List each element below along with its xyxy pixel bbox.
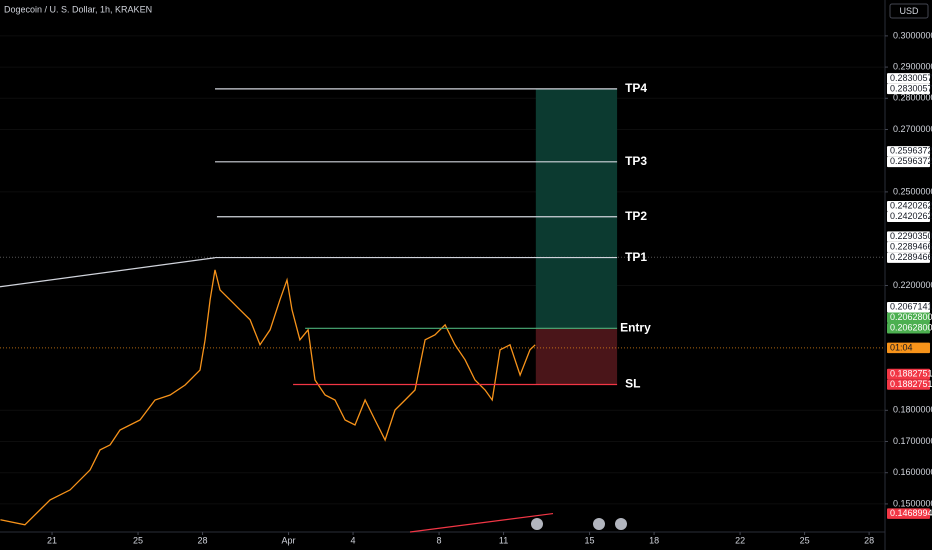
level-label: TP3 (625, 154, 647, 168)
event-icons (531, 518, 627, 530)
price-label-box (887, 312, 930, 324)
price-label: 01:04 (890, 342, 913, 352)
price-label-box (887, 146, 930, 157)
y-tick-label: 0.2900000 (893, 61, 932, 71)
x-tick-label: 25 (133, 535, 143, 545)
price-label: 0.2290350 (890, 231, 932, 241)
level-label: Entry (620, 320, 651, 334)
price-label: 0.2289466 (890, 241, 932, 251)
price-label: 0.2067141 (890, 302, 932, 312)
x-tick-label: 8 (437, 535, 442, 545)
price-label-box (887, 379, 930, 390)
y-tick-label: 0.2800000 (893, 93, 932, 103)
event-icon[interactable] (531, 518, 543, 530)
x-tick-label: 28 (864, 535, 874, 545)
price-label: 0.2289466 (890, 252, 932, 262)
price-label-box (887, 302, 930, 313)
price-label-box (887, 83, 930, 95)
y-tick-label: 0.2200000 (893, 280, 932, 290)
price-label: 0.2596372 (890, 146, 932, 156)
x-tick-label: 18 (649, 535, 659, 545)
x-tick-label: 21 (47, 535, 57, 545)
y-tick-label: 0.1500000 (893, 498, 932, 508)
x-tick-label: 25 (800, 535, 810, 545)
y-tick-label: 0.1800000 (893, 405, 932, 415)
price-label: 0.2420262 (890, 211, 932, 221)
event-icon[interactable] (593, 518, 605, 530)
level-label: TP2 (625, 209, 647, 223)
price-label: 0.1882751 (890, 368, 932, 378)
level-label: TP4 (625, 81, 647, 95)
price-label: 0.2062800 (890, 323, 932, 333)
price-label-box (887, 201, 930, 212)
price-label-box (887, 73, 930, 84)
x-tick-label: 11 (499, 535, 508, 545)
price-label-box (887, 211, 930, 223)
currency-button[interactable] (889, 3, 929, 19)
price-label-box (887, 252, 930, 263)
price-label: 0.2420262 (890, 201, 932, 211)
y-tick-label: 0.1700000 (893, 436, 932, 446)
price-label-box (887, 241, 930, 253)
x-tick-label: 28 (198, 535, 208, 545)
chart-title: Dogecoin / U. S. Dollar, 1h, KRAKEN (4, 4, 152, 14)
trendline (0, 257, 216, 288)
price-label-box (887, 231, 930, 242)
price-label-box (887, 368, 930, 380)
price-label: 0.2596372 (890, 156, 932, 166)
price-label: 0.2062800 (890, 312, 932, 322)
trendline (409, 512, 554, 533)
x-tick-label: 4 (351, 535, 356, 545)
y-tick-label: 0.3000000 (893, 30, 932, 40)
profit-zone (535, 88, 618, 329)
price-label-box (887, 323, 930, 334)
price-label-box (887, 156, 930, 168)
currency[interactable]: USD (899, 6, 919, 16)
price-label-box (887, 342, 930, 354)
level-label: TP1 (625, 250, 647, 264)
y-tick-label: 0.2700000 (893, 124, 932, 134)
price-label: 0.2830057 (890, 73, 932, 83)
y-tick-label: 0.1600000 (893, 467, 932, 477)
x-tick-label: 15 (585, 535, 595, 545)
y-tick-label: 0.2500000 (893, 186, 932, 196)
x-tick-label: 22 (735, 535, 745, 545)
price-label-box (887, 508, 930, 519)
loss-zone (535, 328, 618, 385)
x-tick-label: Apr (282, 535, 296, 545)
price-label: 0.1882751 (890, 379, 932, 389)
price-label: 0.1468994 (890, 508, 932, 518)
event-icon[interactable] (615, 518, 627, 530)
price-label: 0.2830057 (890, 83, 932, 93)
level-label: SL (625, 377, 640, 391)
price-line (0, 269, 536, 526)
